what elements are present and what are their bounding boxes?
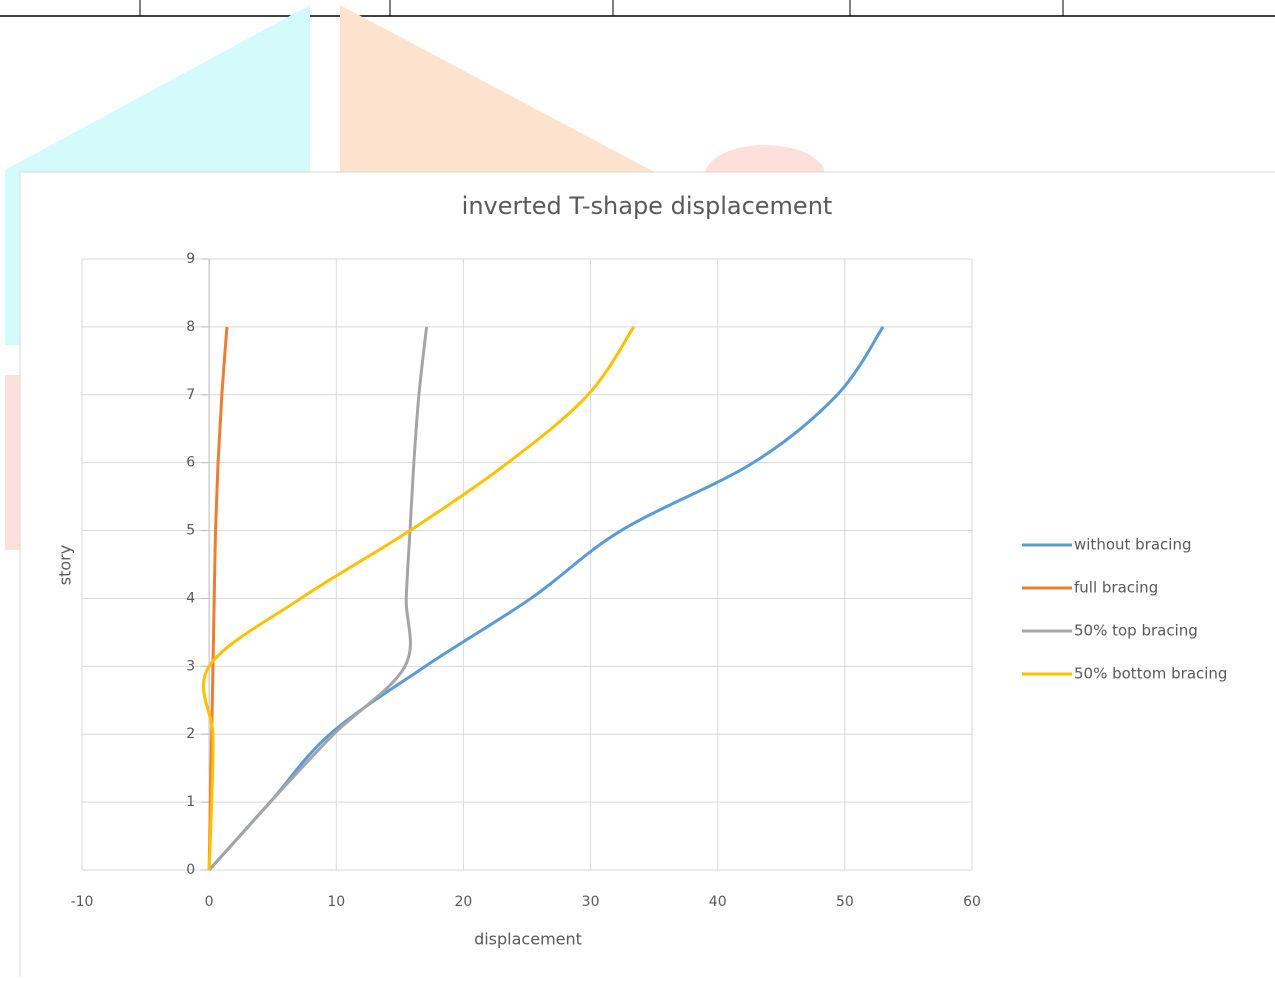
y-tick-label: 1 — [186, 794, 195, 810]
x-tick-label: 40 — [709, 894, 727, 910]
x-axis-label: displacement — [474, 930, 582, 949]
y-tick-label: 3 — [186, 658, 195, 674]
legend-label: without bracing — [1074, 536, 1191, 554]
x-tick-label: -10 — [71, 894, 94, 910]
y-tick-label: 7 — [186, 387, 195, 403]
x-tick-label: 60 — [963, 894, 981, 910]
legend-label: 50% top bracing — [1074, 622, 1198, 640]
legend-label: full bracing — [1074, 579, 1158, 597]
y-tick-label: 2 — [186, 726, 195, 742]
x-tick-label: 30 — [582, 894, 600, 910]
y-tick-label: 0 — [186, 862, 195, 878]
x-tick-label: 50 — [836, 894, 854, 910]
y-tick-label: 6 — [186, 455, 195, 471]
legend-label: 50% bottom bracing — [1074, 665, 1227, 683]
y-tick-label: 5 — [186, 523, 195, 539]
x-tick-label: 20 — [455, 894, 473, 910]
x-tick-label: 10 — [327, 894, 345, 910]
y-axis-label: story — [56, 545, 75, 585]
y-tick-label: 9 — [186, 251, 195, 267]
chart-title: inverted T-shape displacement — [462, 192, 833, 220]
page: inverted T-shape displacement displaceme… — [0, 0, 1275, 977]
y-tick-label: 4 — [186, 590, 195, 606]
chart: inverted T-shape displacement displaceme… — [0, 0, 1275, 977]
y-tick-label: 8 — [186, 319, 195, 335]
x-tick-label: 0 — [205, 894, 214, 910]
